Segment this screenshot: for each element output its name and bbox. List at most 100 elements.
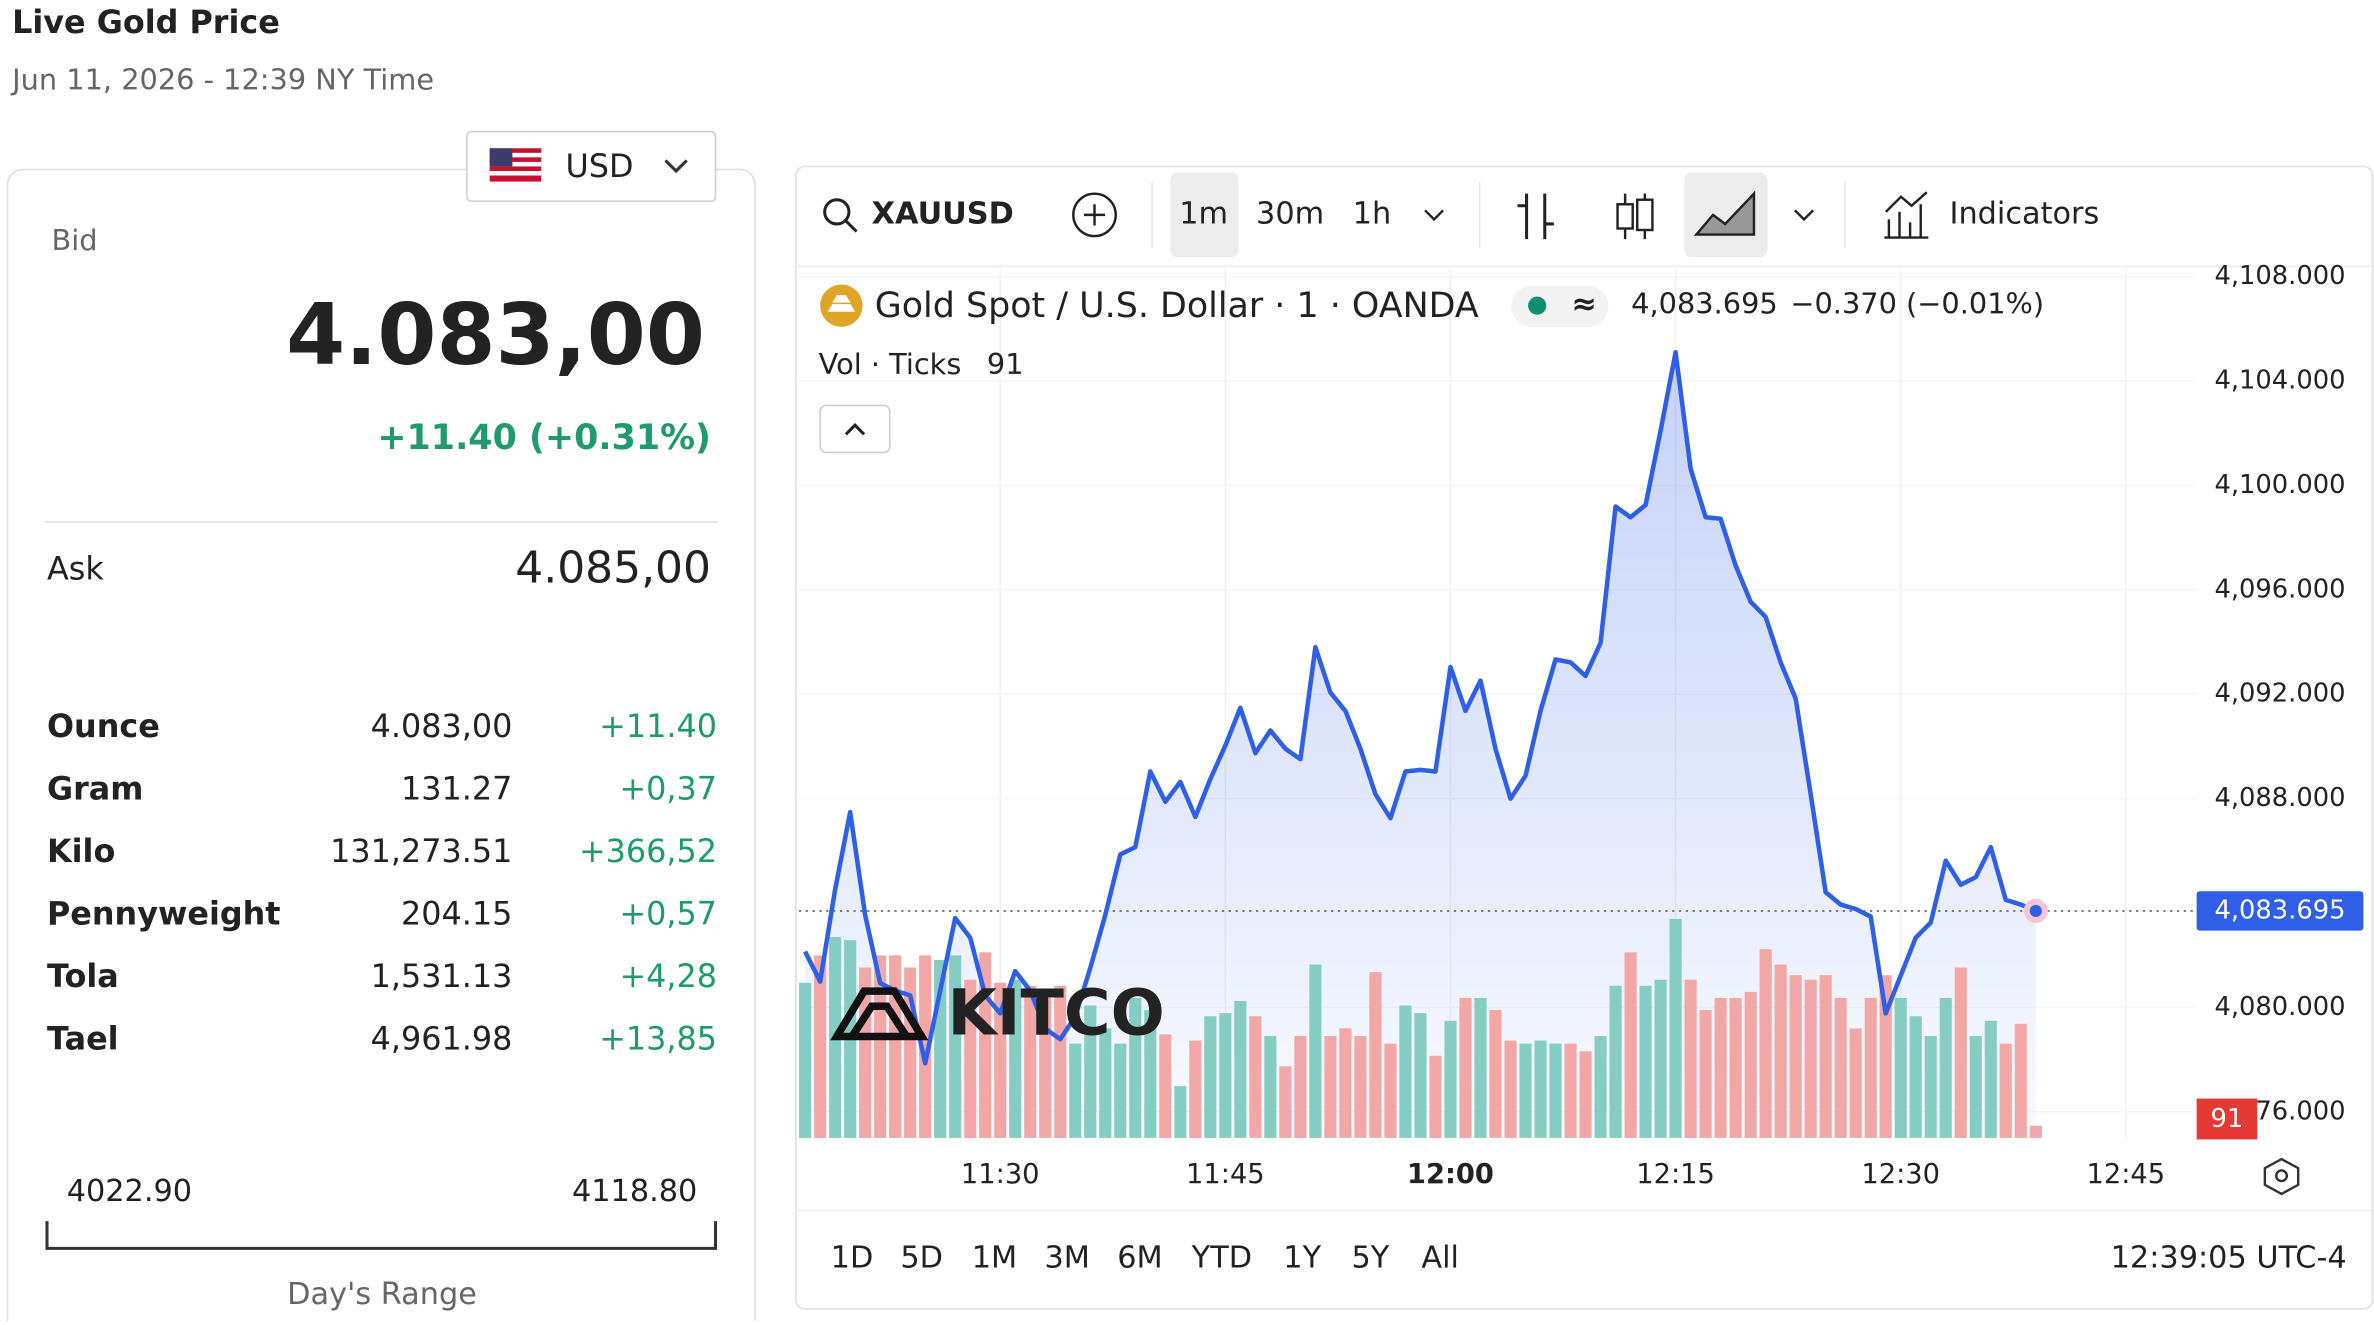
x-tick-label: 12:45 xyxy=(2087,1159,2166,1190)
unit-price: 4.083,00 xyxy=(371,708,513,745)
volume-bar xyxy=(1729,997,1742,1138)
market-open-dot xyxy=(1528,296,1547,315)
y-tick-label: 4,092.000 xyxy=(2214,679,2345,709)
chevron[interactable] xyxy=(1794,209,1814,222)
volume-bar xyxy=(1009,979,1022,1138)
add-symbol[interactable] xyxy=(1072,192,1117,238)
volume-bar xyxy=(949,955,962,1138)
volume-bar xyxy=(1474,997,1487,1138)
watermark-logo xyxy=(830,987,929,1041)
settings-icon xyxy=(2275,1169,2289,1183)
y-tick-label: 4,096.000 xyxy=(2214,574,2345,604)
unit-price: 4,961.98 xyxy=(371,1020,513,1057)
settings-icon[interactable] xyxy=(2263,1157,2300,1196)
volume-bar xyxy=(1489,1010,1502,1138)
range-bracket xyxy=(45,1221,718,1250)
y-tick-label: 4,100.000 xyxy=(2214,470,2345,500)
x-tick-label: 11:30 xyxy=(961,1159,1040,1190)
unit-name: Tael xyxy=(47,1020,119,1057)
volume-bar xyxy=(1534,1040,1547,1138)
volume-bar xyxy=(1639,985,1652,1138)
symbol[interactable]: XAUUSD xyxy=(872,196,1014,231)
collapse-button[interactable] xyxy=(819,404,891,454)
volume-bar xyxy=(1264,1036,1277,1138)
interval-button[interactable]: 1h xyxy=(1353,196,1392,231)
unit-price: 204.15 xyxy=(401,895,512,932)
volume-bar xyxy=(1939,997,1952,1138)
range-low: 4022.90 xyxy=(67,1174,192,1209)
plot: 11:30 11:45 12:00 12:15 12:30 12:454,076.0004… xyxy=(798,261,2364,1190)
volume-bar xyxy=(1144,1010,1157,1138)
volume-bar xyxy=(1069,1043,1082,1138)
price-line xyxy=(803,349,2037,1066)
range-button[interactable]: 5D xyxy=(900,1240,943,1275)
range-button[interactable]: 5Y xyxy=(1352,1240,1390,1275)
volume-bar xyxy=(1759,949,1772,1138)
unit-price: 1,531.13 xyxy=(371,958,513,995)
interval-button[interactable]: 30m xyxy=(1256,196,1324,231)
volume-bar xyxy=(1444,1020,1457,1138)
indicators-button[interactable]: Indicators xyxy=(1950,196,2100,231)
volume-bar xyxy=(1294,1036,1307,1138)
currency-label[interactable]: USD xyxy=(565,148,633,185)
active-interval-bg xyxy=(1170,172,1239,258)
volume-bar xyxy=(1309,964,1322,1138)
interval-button[interactable]: 1m xyxy=(1179,196,1228,231)
volume-bar xyxy=(1849,1028,1862,1138)
volume-bar xyxy=(1504,1040,1517,1138)
unit-price: 131.27 xyxy=(401,770,512,807)
status-pill xyxy=(1511,285,1609,327)
volume-bar xyxy=(1624,952,1637,1138)
volume-bar xyxy=(1219,1013,1232,1138)
range-button[interactable]: 1Y xyxy=(1283,1240,1321,1275)
volume-bar xyxy=(1354,1036,1367,1138)
volume-bar xyxy=(1189,1040,1202,1138)
x-tick-label: 12:30 xyxy=(1861,1159,1940,1190)
volume-bar xyxy=(1924,1036,1937,1138)
unit-table: Ounce 4.083,00 +11.40 Gram 131.27 +0,37 Kilo 13… xyxy=(47,708,717,1057)
indicators-icon[interactable] xyxy=(1884,191,1929,239)
unit-change: +11.40 xyxy=(599,708,717,745)
range-button[interactable]: 6M xyxy=(1117,1240,1162,1275)
volume-bar xyxy=(1414,1013,1427,1138)
y-tick-label: 4,088.000 xyxy=(2214,783,2345,813)
bars-icon[interactable] xyxy=(1517,193,1554,240)
unit-price: 131,273.51 xyxy=(330,833,512,870)
volume-bar xyxy=(994,982,1007,1138)
volume-bar xyxy=(1234,1000,1247,1138)
volume-title: Vol · Ticks xyxy=(819,347,962,381)
volume-bar xyxy=(1174,1086,1187,1138)
volume-bar xyxy=(1999,1043,2012,1138)
range-button[interactable]: YTD xyxy=(1191,1240,1252,1275)
volume-bar xyxy=(1684,979,1697,1138)
volume-bar xyxy=(889,955,902,1138)
range-button[interactable]: All xyxy=(1421,1240,1459,1275)
volume-bar xyxy=(1249,1016,1262,1138)
chevron[interactable] xyxy=(1424,209,1445,222)
range-button[interactable]: 1M xyxy=(972,1240,1017,1275)
last-point xyxy=(2029,904,2042,918)
volume-bar xyxy=(1129,997,1142,1138)
price-card xyxy=(6,168,756,1325)
range-high: 4118.80 xyxy=(572,1174,697,1209)
volume-bar xyxy=(1804,979,1817,1138)
volume-bar xyxy=(1459,997,1472,1138)
watermark-text: KITCO xyxy=(947,976,1164,1050)
search-icon xyxy=(844,219,858,233)
candle-icon xyxy=(1616,203,1634,230)
chevron xyxy=(664,159,688,174)
range-button[interactable]: 3M xyxy=(1045,1240,1090,1275)
volume-bar xyxy=(1024,985,1037,1138)
bid-label: Bid xyxy=(52,223,98,257)
volume-bar xyxy=(1579,1051,1592,1138)
x-tick-label: 12:15 xyxy=(1636,1159,1715,1190)
range-button[interactable]: 1D xyxy=(831,1240,874,1275)
candle-icon xyxy=(1636,198,1654,232)
volume-bar xyxy=(1054,985,1067,1138)
chevron-up xyxy=(844,423,866,436)
area-icon[interactable] xyxy=(1693,190,1756,236)
volume-bar xyxy=(1819,975,1832,1138)
currency-select[interactable]: USD xyxy=(466,130,717,203)
volume-bar xyxy=(1744,991,1757,1138)
